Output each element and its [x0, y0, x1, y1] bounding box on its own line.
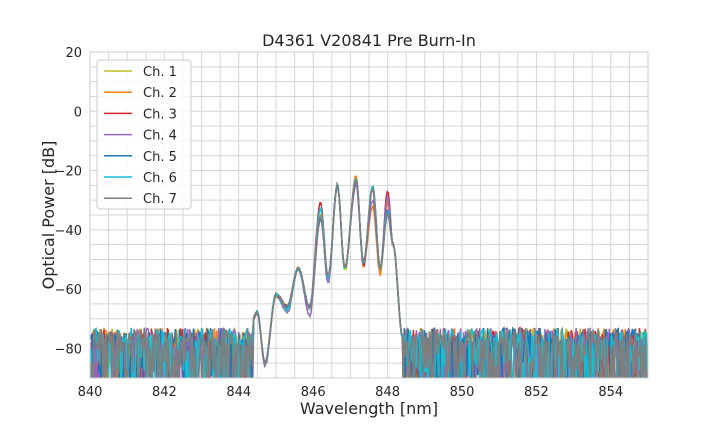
- legend-label: Ch. 1: [143, 65, 177, 80]
- x-tick-label: 852: [524, 385, 549, 400]
- y-tick-label: 0: [74, 105, 82, 120]
- y-tick-label: −40: [55, 224, 82, 239]
- legend-label: Ch. 6: [143, 171, 177, 186]
- legend-label: Ch. 4: [143, 129, 177, 144]
- x-axis-label: Wavelength [nm]: [300, 399, 438, 418]
- chart-title: D4361 V20841 Pre Burn-In: [262, 31, 476, 50]
- series-line-7: [90, 179, 648, 378]
- tick-labels: 840 842 844 846 848 850 852 854 20 0 −20 −40 −60 −80: [55, 46, 624, 400]
- y-tick-label: −20: [55, 165, 82, 180]
- x-tick-label: 846: [301, 385, 326, 400]
- legend-label: Ch. 3: [143, 107, 177, 122]
- series-lines: [90, 175, 648, 378]
- x-tick-label: 850: [450, 385, 475, 400]
- plot-frame: [89, 51, 649, 379]
- legend-label: Ch. 2: [143, 86, 177, 101]
- legend-label: Ch. 7: [143, 192, 177, 207]
- y-axis-label: Optical Power [dB]: [39, 141, 58, 290]
- x-tick-label: 848: [375, 385, 400, 400]
- x-tick-label: 854: [598, 385, 623, 400]
- legend-label: Ch. 5: [143, 150, 177, 165]
- y-tick-label: −60: [55, 283, 82, 298]
- x-tick-label: 844: [226, 385, 251, 400]
- x-tick-label: 840: [78, 385, 103, 400]
- x-tick-label: 842: [152, 385, 177, 400]
- legend-box: [96, 59, 192, 210]
- y-tick-label: 20: [65, 46, 82, 61]
- legend: Ch. 1 Ch. 2 Ch. 3 Ch. 4 Ch. 5 Ch. 6 Ch. 7: [96, 59, 192, 210]
- y-tick-label: −80: [55, 342, 82, 357]
